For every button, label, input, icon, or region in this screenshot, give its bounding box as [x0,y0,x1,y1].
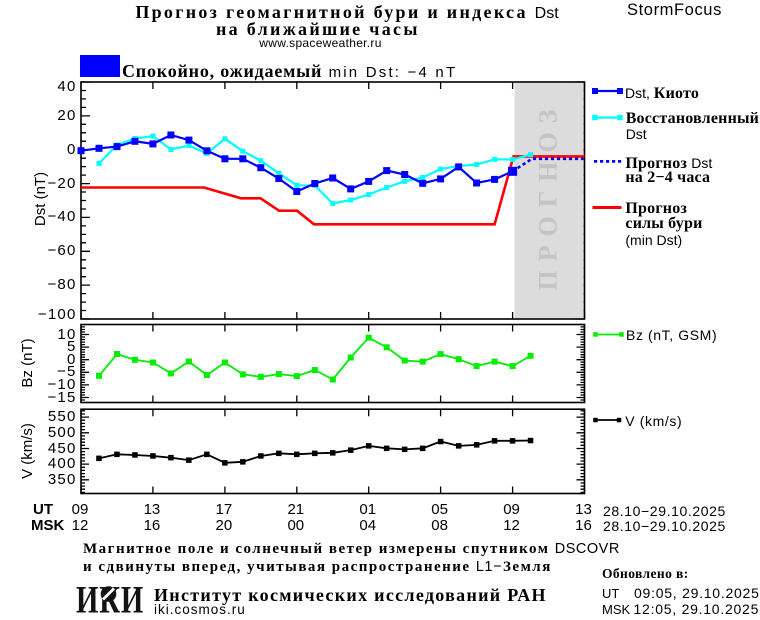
svg-text:ПРОГНОЗ: ПРОГНОЗ [534,101,563,291]
